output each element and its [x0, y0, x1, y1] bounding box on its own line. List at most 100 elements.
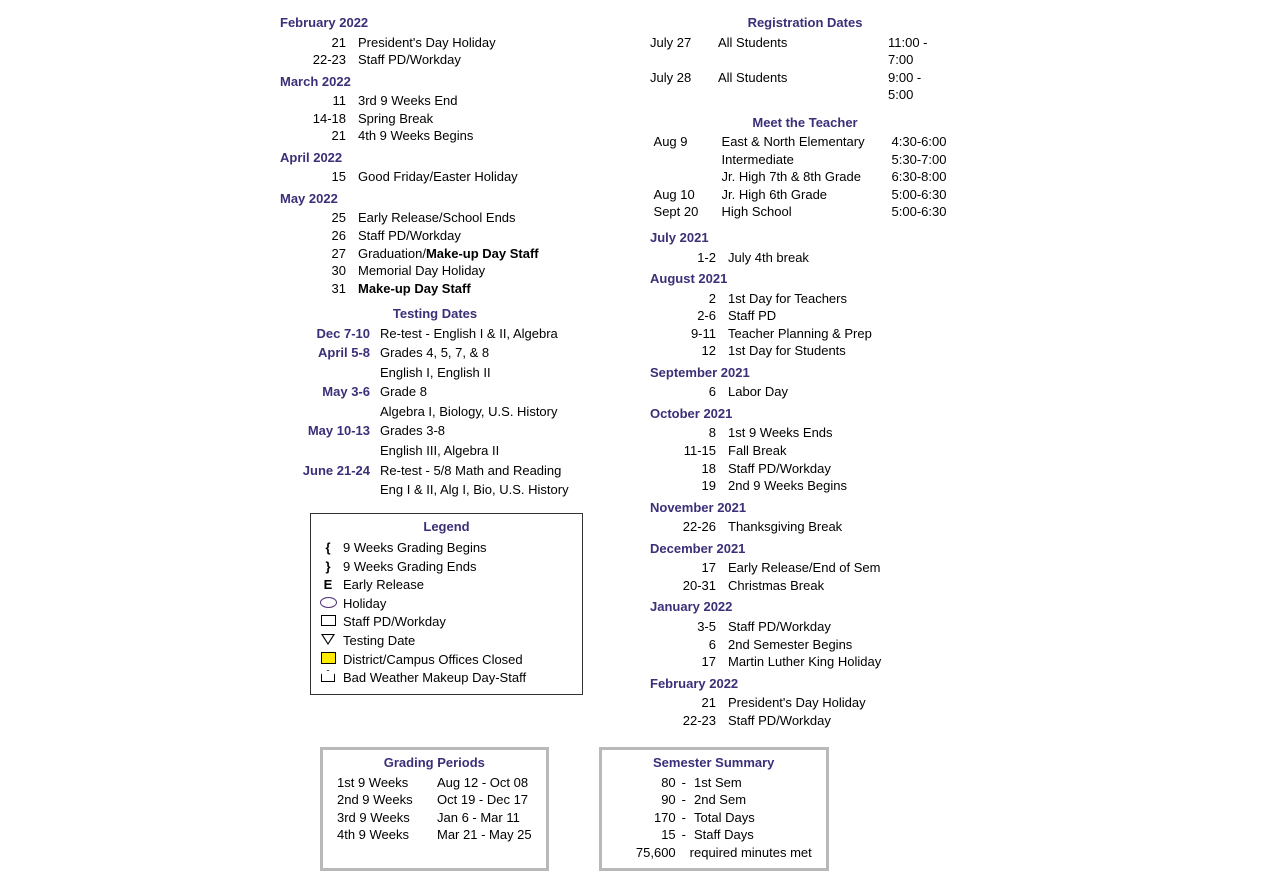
event-date: 21 [290, 34, 358, 52]
section-title: February 2022 [650, 675, 960, 693]
section-title: March 2022 [280, 73, 590, 91]
event-row: 121st Day for Students [660, 342, 960, 360]
event-row: 17Martin Luther King Holiday [660, 653, 960, 671]
legend-text: Staff PD/Workday [343, 613, 446, 631]
gp-range: Jan 6 - Mar 11 [437, 809, 520, 827]
sem-dash: - [682, 809, 694, 827]
legend-box: Legend {9 Weeks Grading Begins }9 Weeks … [310, 513, 583, 695]
mt-date [654, 151, 722, 169]
reg-time: 9:00 - 5:00 [888, 69, 960, 104]
sem-label: 1st Sem [694, 774, 742, 792]
right-column: Registration Dates July 27All Students11… [650, 10, 960, 729]
testing-subtext: English III, Algebra II [380, 442, 590, 460]
reg-time: 11:00 - 7:00 [888, 34, 960, 69]
event-date: 21 [660, 694, 728, 712]
mt-time: 5:00-6:30 [892, 186, 957, 204]
event-row: 3-5Staff PD/Workday [660, 618, 960, 636]
testing-text: Grades 3-8 [380, 422, 445, 440]
event-text: President's Day Holiday [728, 694, 866, 712]
month-section: March 2022 113rd 9 Weeks End 14-18Spring… [280, 73, 590, 145]
testing-text: Grades 4, 5, 7, & 8 [380, 344, 489, 362]
grading-row: 4th 9 WeeksMar 21 - May 25 [337, 826, 532, 844]
mt-date [654, 168, 722, 186]
meet-teacher-row: Aug 10Jr. High 6th Grade5:00-6:30 [654, 186, 957, 204]
event-text: Make-up Day Staff [358, 280, 471, 298]
event-date: 9-11 [660, 325, 728, 343]
semester-summary-box: Semester Summary 80-1st Sem 90-2nd Sem 1… [599, 747, 829, 870]
legend-text: Early Release [343, 576, 424, 594]
event-row: 113rd 9 Weeks End [290, 92, 590, 110]
semester-row: 15-Staff Days [616, 826, 812, 844]
section-title: September 2021 [650, 364, 960, 382]
event-row: 25Early Release/School Ends [290, 209, 590, 227]
month-section: May 2022 25Early Release/School Ends 26S… [280, 190, 590, 297]
section-title: February 2022 [280, 14, 590, 32]
semester-row: 80-1st Sem [616, 774, 812, 792]
testing-row: April 5-8Grades 4, 5, 7, & 8 [280, 344, 590, 362]
meet-teacher-row: Jr. High 7th & 8th Grade6:30-8:00 [654, 168, 957, 186]
section-title: November 2021 [650, 499, 960, 517]
sem-number: 80 [616, 774, 682, 792]
event-text: Thanksgiving Break [728, 518, 842, 536]
registration-table: July 27All Students11:00 - 7:00 July 28A… [650, 34, 960, 104]
meet-teacher-row: Intermediate5:30-7:00 [654, 151, 957, 169]
event-row: 30Memorial Day Holiday [290, 262, 590, 280]
testing-date: Dec 7-10 [280, 325, 380, 343]
event-text: Good Friday/Easter Holiday [358, 168, 518, 186]
event-row: 27Graduation/Make-up Day Staff [290, 245, 590, 263]
event-row: 18Staff PD/Workday [660, 460, 960, 478]
event-date: 12 [660, 342, 728, 360]
testing-subtext: Eng I & II, Alg I, Bio, U.S. History [380, 481, 590, 499]
event-row: 22-23Staff PD/Workday [660, 712, 960, 730]
mt-date: Sept 20 [654, 203, 722, 221]
registration-title: Registration Dates [650, 14, 960, 32]
legend-text: Holiday [343, 595, 386, 613]
meet-teacher-row: Aug 9East & North Elementary4:30-6:00 [654, 133, 957, 151]
event-text: Christmas Break [728, 577, 824, 595]
event-date: 19 [660, 477, 728, 495]
event-date: 30 [290, 262, 358, 280]
testing-row: Dec 7-10Re-test - English I & II, Algebr… [280, 325, 590, 343]
registration-row: July 27All Students11:00 - 7:00 [650, 34, 960, 69]
grading-row: 2nd 9 WeeksOct 19 - Dec 17 [337, 791, 532, 809]
gp-range: Oct 19 - Dec 17 [437, 791, 528, 809]
event-date: 22-26 [660, 518, 728, 536]
testing-title: Testing Dates [280, 305, 590, 323]
event-text: Staff PD/Workday [728, 460, 831, 478]
reg-date: July 28 [650, 69, 718, 104]
event-date: 21 [290, 127, 358, 145]
testing-text: Re-test - 5/8 Math and Reading [380, 462, 561, 480]
sem-label: Total Days [694, 809, 755, 827]
event-row: 14-18Spring Break [290, 110, 590, 128]
section-title: August 2021 [650, 270, 960, 288]
event-row: 6Labor Day [660, 383, 960, 401]
legend-row: {9 Weeks Grading Begins [319, 539, 574, 557]
event-row: 17Early Release/End of Sem [660, 559, 960, 577]
event-row: 20-31Christmas Break [660, 577, 960, 595]
meet-teacher-title: Meet the Teacher [650, 114, 960, 132]
reg-who: All Students [718, 34, 888, 69]
event-text: 2nd Semester Begins [728, 636, 852, 654]
event-date: 14-18 [290, 110, 358, 128]
event-date: 8 [660, 424, 728, 442]
semester-row: 170-Total Days [616, 809, 812, 827]
event-text: 1st 9 Weeks Ends [728, 424, 833, 442]
legend-text: Testing Date [343, 632, 415, 650]
mt-who: Jr. High 7th & 8th Grade [722, 168, 892, 186]
event-date: 6 [660, 383, 728, 401]
legend-row: Testing Date [319, 632, 574, 650]
pentagon-icon [319, 669, 337, 687]
event-row: 81st 9 Weeks Ends [660, 424, 960, 442]
sem-number: 75,600 [616, 844, 682, 862]
yellow-square-icon [319, 651, 337, 669]
event-date: 15 [290, 168, 358, 186]
event-date: 2 [660, 290, 728, 308]
event-row: 21st Day for Teachers [660, 290, 960, 308]
event-text: Teacher Planning & Prep [728, 325, 872, 343]
mt-date: Aug 9 [654, 133, 722, 151]
event-date: 2-6 [660, 307, 728, 325]
event-text: Labor Day [728, 383, 788, 401]
event-row: 214th 9 Weeks Begins [290, 127, 590, 145]
grading-row: 1st 9 WeeksAug 12 - Oct 08 [337, 774, 532, 792]
sem-label: Staff Days [694, 826, 754, 844]
